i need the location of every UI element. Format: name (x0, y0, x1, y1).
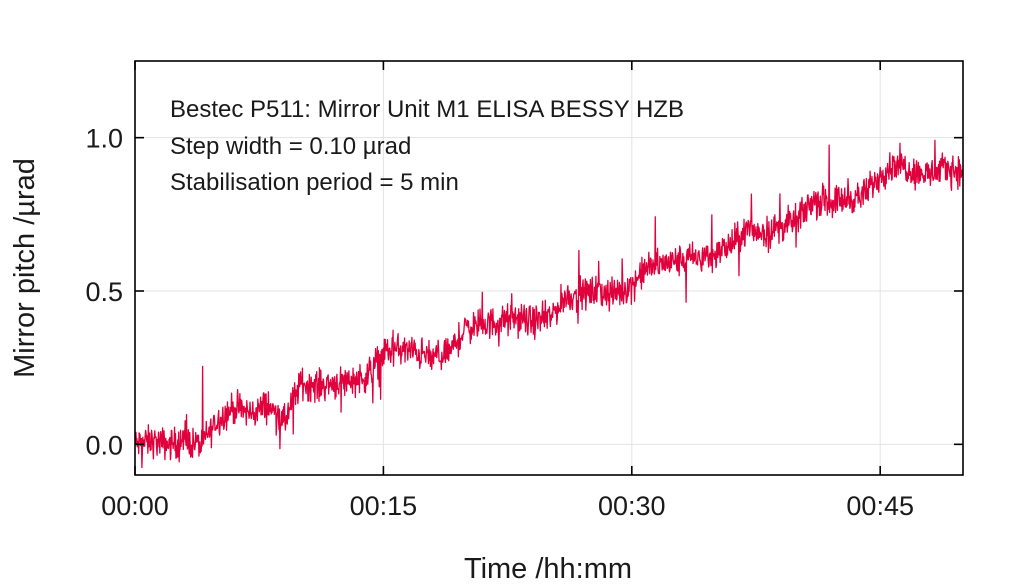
y-tick-label: 1.0 (85, 124, 123, 154)
series-layer (134, 139, 964, 469)
x-tick-label: 00:00 (101, 491, 169, 521)
x-tick-label: 00:45 (846, 491, 914, 521)
y-tick-label: 0.5 (85, 277, 123, 307)
annotation-line-2: Step width = 0.10 µrad (170, 133, 411, 160)
x-axis-title: Time /hh:mm (464, 553, 632, 585)
x-tick-label: 00:15 (350, 491, 418, 521)
grid (134, 61, 963, 475)
axis-ticks: 00:00 00:15 00:30 00:45 0.0 0.5 1.0 (85, 61, 963, 521)
annotation-block: Bestec P511: Mirror Unit M1 ELISA BESSY … (170, 96, 684, 196)
plot-frame (134, 60, 964, 476)
series-line (134, 139, 964, 469)
annotation-line-1: Bestec P511: Mirror Unit M1 ELISA BESSY … (170, 96, 684, 123)
y-axis-title: Mirror pitch /µrad (9, 158, 41, 378)
x-tick-label: 00:30 (598, 491, 666, 521)
annotation-line-3: Stabilisation period = 5 min (170, 169, 459, 196)
y-tick-label: 0.0 (85, 430, 123, 460)
